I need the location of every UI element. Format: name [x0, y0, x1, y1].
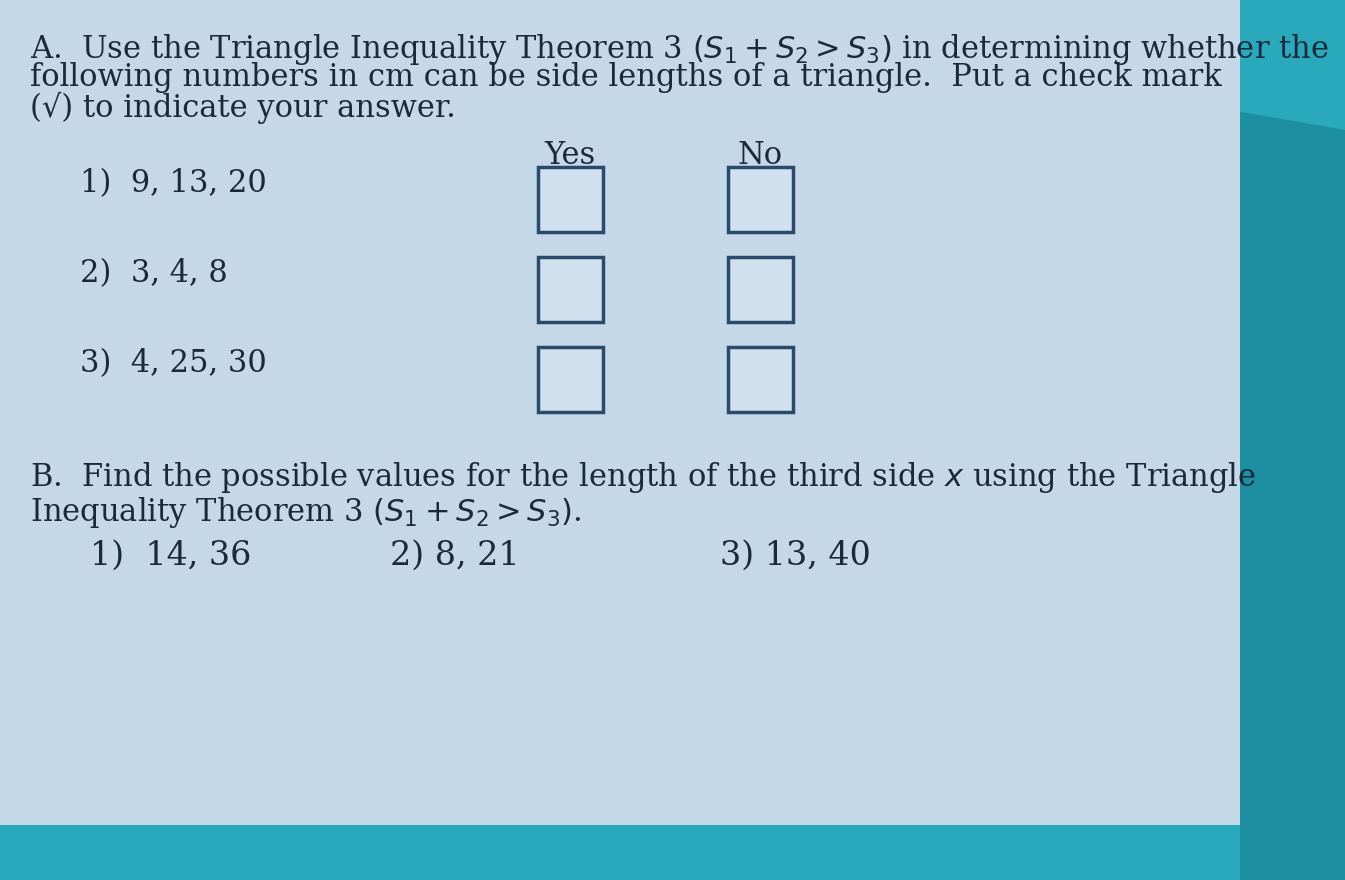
Bar — [728, 167, 794, 232]
Text: Inequality Theorem 3 $(S_1 + S_2 > S_3)$.: Inequality Theorem 3 $(S_1 + S_2 > S_3)$… — [30, 495, 581, 530]
Text: 2)  3, 4, 8: 2) 3, 4, 8 — [79, 258, 227, 289]
Bar — [0, 825, 1345, 880]
Text: No: No — [737, 140, 783, 171]
Text: Yes: Yes — [545, 140, 596, 171]
Text: 1)  9, 13, 20: 1) 9, 13, 20 — [79, 168, 266, 199]
Text: 1)  14, 36: 1) 14, 36 — [90, 540, 252, 572]
Text: (√) to indicate your answer.: (√) to indicate your answer. — [30, 92, 456, 124]
Bar — [728, 347, 794, 412]
Polygon shape — [0, 0, 1345, 130]
Bar — [538, 167, 603, 232]
Bar — [728, 257, 794, 322]
Text: 2) 8, 21: 2) 8, 21 — [390, 540, 519, 572]
Text: 3) 13, 40: 3) 13, 40 — [720, 540, 870, 572]
Text: following numbers in cm can be side lengths of a triangle.  Put a check mark: following numbers in cm can be side leng… — [30, 62, 1221, 93]
Text: B.  Find the possible values for the length of the third side $x$ using the Tria: B. Find the possible values for the leng… — [30, 460, 1256, 495]
Text: 3)  4, 25, 30: 3) 4, 25, 30 — [79, 348, 266, 379]
Bar — [538, 347, 603, 412]
Bar — [1240, 0, 1345, 880]
Text: A.  Use the Triangle Inequality Theorem 3 $(S_1 + S_2 > S_3)$ in determining whe: A. Use the Triangle Inequality Theorem 3… — [30, 32, 1329, 67]
Polygon shape — [699, 0, 1240, 90]
Bar — [538, 257, 603, 322]
